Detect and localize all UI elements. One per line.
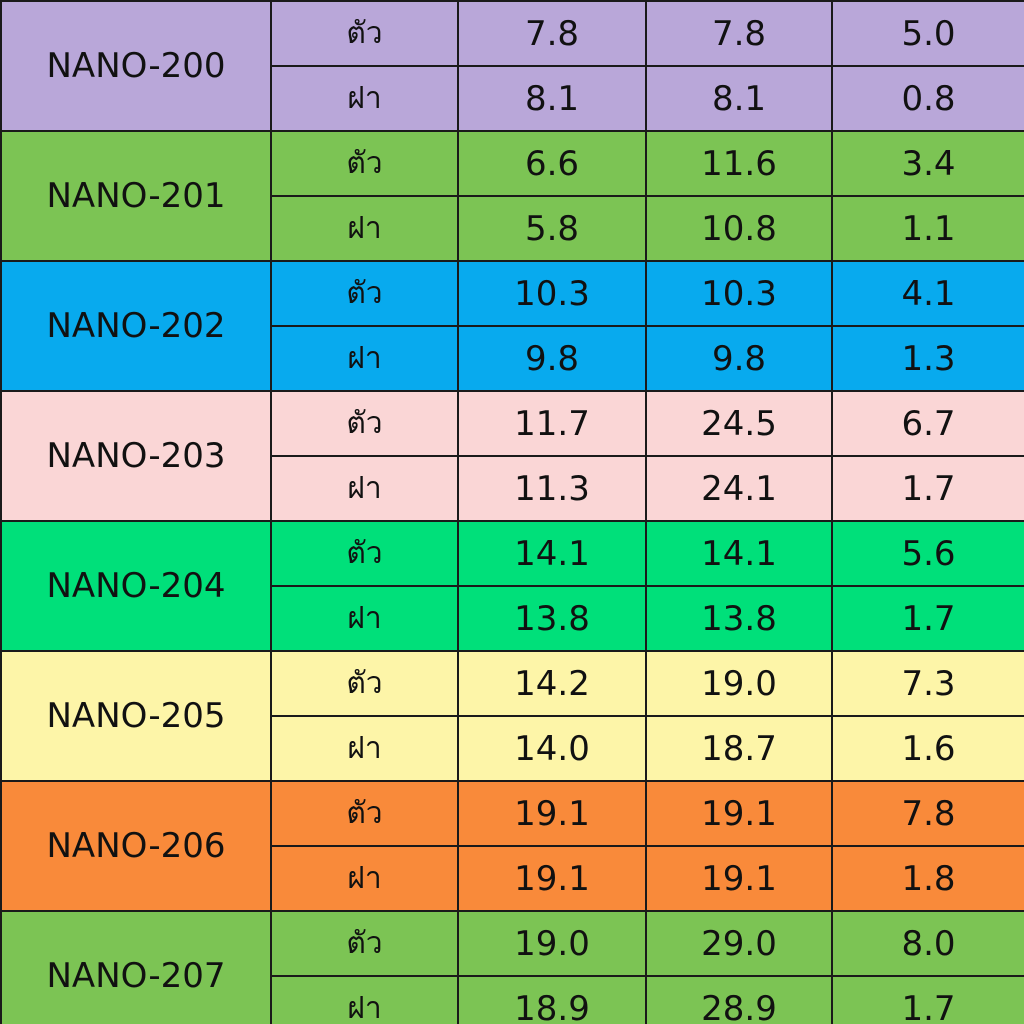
value-cell: 1.8 [831,845,1024,912]
value-cell: 10.8 [645,195,833,262]
value-cell: 0.8 [831,65,1024,132]
value-cell: 7.8 [645,0,833,67]
part-name-cell: ฝา [270,65,459,132]
value-cell: 6.7 [831,390,1024,457]
model-name-cell: NANO-207 [0,910,272,1024]
value-cell: 7.8 [457,0,647,67]
model-name-cell: NANO-206 [0,780,272,912]
value-cell: 19.1 [457,780,647,847]
value-cell: 28.9 [645,975,833,1024]
table-row: NANO-204 ตัว 14.1 14.1 5.6 [0,520,1024,652]
value-cell: 7.8 [831,780,1024,847]
model-name-cell: NANO-204 [0,520,272,652]
value-cell: 18.9 [457,975,647,1024]
value-cell: 11.7 [457,390,647,457]
value-cell: 19.0 [457,910,647,977]
value-cell: 1.7 [831,975,1024,1024]
value-cell: 13.8 [457,585,647,652]
value-cell: 14.1 [457,520,647,587]
part-name-cell: ตัว [270,910,459,977]
part-name-cell: ฝา [270,975,459,1024]
table-row: NANO-203 ตัว 11.7 24.5 6.7 [0,390,1024,522]
model-name-cell: NANO-203 [0,390,272,522]
value-cell: 24.1 [645,455,833,522]
value-cell: 1.3 [831,325,1024,392]
table-row: ฝา 8.1 8.1 0.8 [1,65,1024,132]
part-name-cell: ฝา [270,845,459,912]
value-cell: 11.3 [457,455,647,522]
value-cell: 19.1 [645,780,833,847]
part-name-cell: ตัว [270,390,459,457]
table-row: NANO-200 ตัว 7.8 7.8 5.0 [0,0,1024,132]
table-row: NANO-206 ตัว 19.1 19.1 7.8 [0,780,1024,912]
value-cell: 5.8 [457,195,647,262]
part-name-cell: ฝา [270,455,459,522]
value-cell: 13.8 [645,585,833,652]
value-cell: 9.8 [645,325,833,392]
value-cell: 8.1 [457,65,647,132]
value-cell: 29.0 [645,910,833,977]
value-cell: 1.6 [831,715,1024,782]
value-cell: 14.1 [645,520,833,587]
part-name-cell: ตัว [270,130,459,197]
value-cell: 4.1 [831,260,1024,327]
table-row: NANO-205 ตัว 14.2 19.0 7.3 [0,650,1024,782]
value-cell: 1.1 [831,195,1024,262]
model-name-cell: NANO-200 [0,0,272,132]
value-cell: 24.5 [645,390,833,457]
part-name-cell: ฝา [270,585,459,652]
part-name-cell: ตัว [270,780,459,847]
value-cell: 9.8 [457,325,647,392]
model-name-cell: NANO-205 [0,650,272,782]
part-name-cell: ตัว [270,520,459,587]
value-cell: 19.1 [645,845,833,912]
value-cell: 19.1 [457,845,647,912]
part-name-cell: ฝา [270,195,459,262]
value-cell: 1.7 [831,585,1024,652]
part-name-cell: ตัว [270,650,459,717]
value-cell: 6.6 [457,130,647,197]
value-cell: 19.0 [645,650,833,717]
value-cell: 14.0 [457,715,647,782]
value-cell: 8.0 [831,910,1024,977]
value-cell: 1.7 [831,455,1024,522]
value-cell: 10.3 [645,260,833,327]
part-name-cell: ตัว [270,260,459,327]
value-cell: 18.7 [645,715,833,782]
value-cell: 5.0 [831,0,1024,67]
model-name-cell: NANO-202 [0,260,272,392]
table-row: NANO-201 ตัว 6.6 11.6 3.4 [0,130,1024,262]
value-cell: 14.2 [457,650,647,717]
part-name-cell: ตัว [270,0,459,67]
value-cell: 11.6 [645,130,833,197]
value-cell: 3.4 [831,130,1024,197]
table-row: NANO-202 ตัว 10.3 10.3 4.1 [0,260,1024,392]
part-name-cell: ฝา [270,715,459,782]
table-row: NANO-207 ตัว 19.0 29.0 8.0 [0,910,1024,1024]
value-cell: 8.1 [645,65,833,132]
table-row: ฝา 19.1 19.1 1.8 [1,845,1024,912]
value-cell: 5.6 [831,520,1024,587]
value-cell: 7.3 [831,650,1024,717]
part-name-cell: ฝา [270,325,459,392]
value-cell: 10.3 [457,260,647,327]
model-name-cell: NANO-201 [0,130,272,262]
